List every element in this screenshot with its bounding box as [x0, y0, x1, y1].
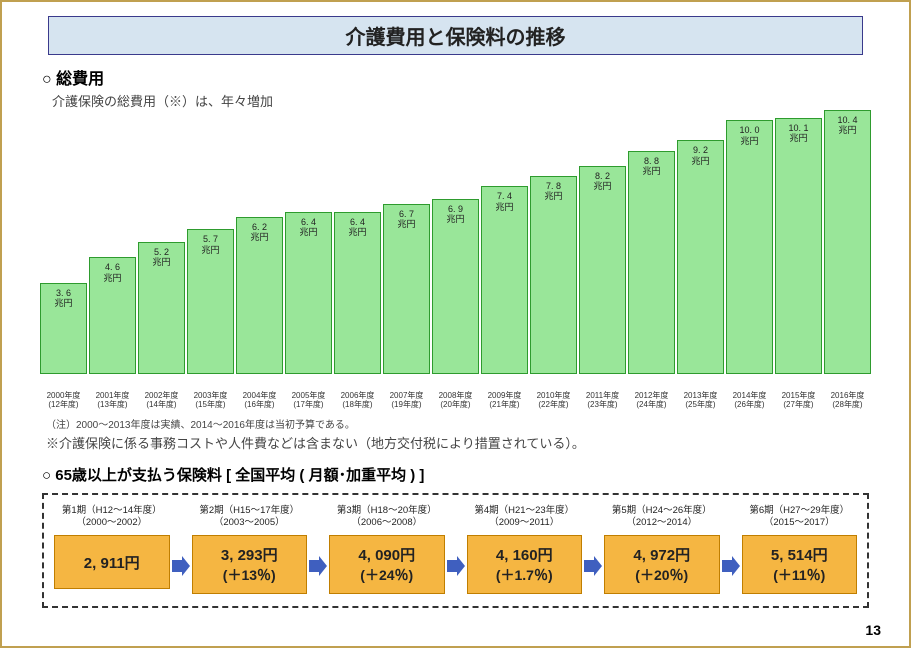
x-axis-label: 2001年度(13年度)	[89, 391, 136, 410]
section1-heading: ○ 総費用	[42, 65, 887, 89]
x-axis-label: 2009年度(21年度)	[481, 391, 528, 410]
arrow-icon	[584, 505, 602, 594]
bar-value-label: 6. 7兆円	[384, 209, 429, 230]
period-label: 第2期（H15～17年度）（2003～2005）	[199, 505, 299, 529]
period-value: 5, 514円(＋11％)	[742, 535, 858, 594]
period-label: 第5期（H24～26年度）（2012～2014）	[612, 505, 712, 529]
x-axis-label: 2006年度(18年度)	[334, 391, 381, 410]
arrow-icon	[722, 505, 740, 594]
footnote-1: （注）2000～2013年度は実績、2014～2016年度は当初予算である。	[46, 416, 887, 431]
bar: 10. 4兆円	[824, 110, 871, 374]
bar: 9. 2兆円	[677, 140, 724, 374]
bar: 6. 2兆円	[236, 217, 283, 374]
period-label: 第3期（H18～20年度）（2006～2008）	[337, 505, 437, 529]
x-axis-label: 2008年度(20年度)	[432, 391, 479, 410]
bar-value-label: 3. 6兆円	[41, 288, 86, 309]
x-axis-label: 2016年度(28年度)	[824, 391, 871, 410]
bar-value-label: 6. 4兆円	[286, 217, 331, 238]
bar: 3. 6兆円	[40, 283, 87, 374]
x-axis-label: 2015年度(27年度)	[775, 391, 822, 410]
x-axis-label: 2010年度(22年度)	[530, 391, 577, 410]
x-axis-label: 2002年度(14年度)	[138, 391, 185, 410]
period-value: 4, 160円(＋1.7％)	[467, 535, 583, 594]
premium-period: 第1期（H12～14年度）（2000～2002） 2, 911円	[54, 505, 170, 594]
period-label: 第6期（H27～29年度）（2015～2017）	[749, 505, 849, 529]
bar-value-label: 5. 2兆円	[139, 247, 184, 268]
bar-value-label: 10. 0兆円	[727, 125, 772, 146]
premium-period: 第4期（H21～23年度）（2009～2011） 4, 160円(＋1.7％)	[467, 505, 583, 594]
period-value: 2, 911円	[54, 535, 170, 589]
section1-subtitle: 介護保険の総費用（※）は、年々増加	[52, 91, 887, 110]
bar: 5. 7兆円	[187, 229, 234, 374]
total-cost-chart: 3. 6兆円4. 6兆円5. 2兆円5. 7兆円6. 2兆円6. 4兆円6. 4…	[34, 110, 877, 410]
bar: 8. 8兆円	[628, 151, 675, 374]
bar-value-label: 9. 2兆円	[678, 145, 723, 166]
page-number: 13	[865, 622, 881, 638]
bar-value-label: 10. 1兆円	[776, 123, 821, 144]
x-axis-label: 2005年度(17年度)	[285, 391, 332, 410]
arrow-icon	[447, 505, 465, 594]
bar: 6. 7兆円	[383, 204, 430, 374]
bar: 4. 6兆円	[89, 257, 136, 374]
bar-value-label: 8. 2兆円	[580, 171, 625, 192]
period-label: 第1期（H12～14年度）（2000～2002）	[62, 505, 162, 529]
premium-period: 第2期（H15～17年度）（2003～2005） 3, 293円(＋13％)	[192, 505, 308, 594]
bar: 7. 8兆円	[530, 176, 577, 374]
premium-period: 第3期（H18～20年度）（2006～2008） 4, 090円(＋24％)	[329, 505, 445, 594]
x-axis-label: 2011年度(23年度)	[579, 391, 626, 410]
x-axis-label: 2014年度(26年度)	[726, 391, 773, 410]
footnote-2: ※介護保険に係る事務コストや人件費などは含まない（地方交付税により措置されている…	[46, 433, 887, 452]
bar-value-label: 10. 4兆円	[825, 115, 870, 136]
bar: 5. 2兆円	[138, 242, 185, 374]
bar: 6. 4兆円	[285, 212, 332, 374]
arrow-icon	[309, 505, 327, 594]
x-axis-label: 2004年度(16年度)	[236, 391, 283, 410]
period-value: 4, 972円(＋20％)	[604, 535, 720, 594]
bar: 6. 9兆円	[432, 199, 479, 374]
bar: 10. 1兆円	[775, 118, 822, 374]
bar-value-label: 6. 4兆円	[335, 217, 380, 238]
x-axis-label: 2012年度(24年度)	[628, 391, 675, 410]
premium-box: 第1期（H12～14年度）（2000～2002）2, 911円第2期（H15～1…	[42, 493, 869, 608]
bar: 8. 2兆円	[579, 166, 626, 374]
premium-period: 第5期（H24～26年度）（2012～2014） 4, 972円(＋20％)	[604, 505, 720, 594]
bar-value-label: 8. 8兆円	[629, 156, 674, 177]
section2-heading: ○ 65歳以上が支払う保険料 [ 全国平均 ( 月額･加重平均 ) ]	[42, 464, 887, 485]
arrow-icon	[172, 505, 190, 594]
period-value: 3, 293円(＋13％)	[192, 535, 308, 594]
bar: 6. 4兆円	[334, 212, 381, 374]
bar-value-label: 7. 8兆円	[531, 181, 576, 202]
bar-value-label: 7. 4兆円	[482, 191, 527, 212]
slide: 介護費用と保険料の推移 ○ 総費用 介護保険の総費用（※）は、年々増加 3. 6…	[0, 0, 911, 648]
bar-value-label: 6. 2兆円	[237, 222, 282, 243]
bar: 10. 0兆円	[726, 120, 773, 374]
x-axis-label: 2007年度(19年度)	[383, 391, 430, 410]
x-axis-label: 2013年度(25年度)	[677, 391, 724, 410]
bar-value-label: 5. 7兆円	[188, 234, 233, 255]
premium-period: 第6期（H27～29年度）（2015～2017） 5, 514円(＋11％)	[742, 505, 858, 594]
x-axis-label: 2003年度(15年度)	[187, 391, 234, 410]
period-value: 4, 090円(＋24％)	[329, 535, 445, 594]
period-label: 第4期（H21～23年度）（2009～2011）	[474, 505, 574, 529]
bar-value-label: 6. 9兆円	[433, 204, 478, 225]
bar: 7. 4兆円	[481, 186, 528, 374]
slide-title: 介護費用と保険料の推移	[48, 16, 863, 55]
x-axis-label: 2000年度(12年度)	[40, 391, 87, 410]
bar-value-label: 4. 6兆円	[90, 262, 135, 283]
